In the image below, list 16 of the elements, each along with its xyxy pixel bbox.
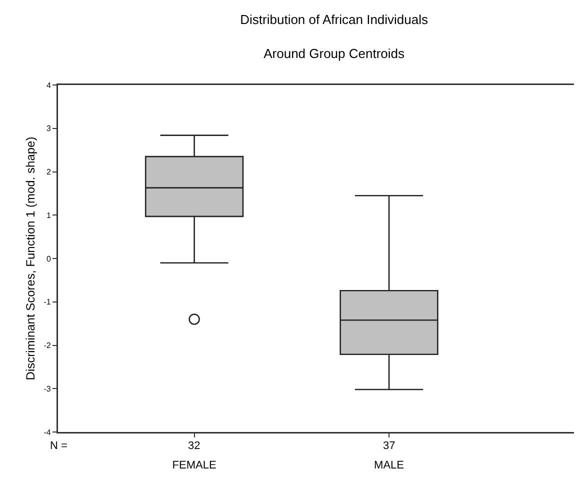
y-tick-label: -1 (44, 298, 52, 307)
y-tick-label: -2 (44, 341, 52, 350)
y-tick-label: 1 (46, 210, 52, 220)
y-tick-label: -3 (44, 384, 52, 394)
text: 37 (383, 440, 396, 452)
y-tick-label: 4 (46, 80, 52, 90)
chart-title: Distribution of African Individuals Around Group Centroids (240, 12, 428, 61)
text: 32 (188, 440, 200, 452)
y-axis-title: Discriminant Scores, Function 1 (mod. shape) (23, 136, 38, 380)
y-tick-label: -4 (44, 428, 52, 437)
x-tick-label: MALE (374, 460, 404, 472)
y-tick-label: 2 (46, 168, 52, 177)
y-tick-label: 3 (46, 124, 52, 134)
text: N = (50, 440, 68, 452)
x-tick-label: FEMALE (172, 460, 216, 472)
y-tick-label: 0 (46, 254, 52, 264)
